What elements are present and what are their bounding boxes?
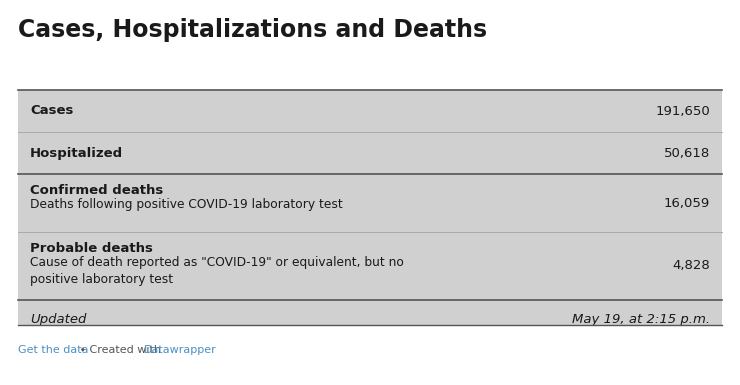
Text: Probable deaths: Probable deaths — [30, 242, 153, 255]
Text: Confirmed deaths: Confirmed deaths — [30, 184, 164, 197]
Text: 50,618: 50,618 — [664, 147, 710, 159]
Text: Cases, Hospitalizations and Deaths: Cases, Hospitalizations and Deaths — [18, 18, 487, 42]
Text: Hospitalized: Hospitalized — [30, 147, 123, 159]
Text: Datawrapper: Datawrapper — [144, 345, 217, 355]
Text: 4,828: 4,828 — [672, 259, 710, 273]
Text: Cause of death reported as "COVID-19" or equivalent, but no
positive laboratory : Cause of death reported as "COVID-19" or… — [30, 256, 404, 286]
Text: Deaths following positive COVID-19 laboratory test: Deaths following positive COVID-19 labor… — [30, 198, 343, 211]
Bar — [18, 90, 722, 325]
Text: 191,650: 191,650 — [655, 104, 710, 117]
Text: • Created with: • Created with — [76, 345, 164, 355]
Text: Updated: Updated — [30, 313, 87, 325]
Text: May 19, at 2:15 p.m.: May 19, at 2:15 p.m. — [572, 313, 710, 325]
Text: Get the data: Get the data — [18, 345, 89, 355]
Text: 16,059: 16,059 — [664, 196, 710, 209]
Text: Cases: Cases — [30, 104, 73, 117]
